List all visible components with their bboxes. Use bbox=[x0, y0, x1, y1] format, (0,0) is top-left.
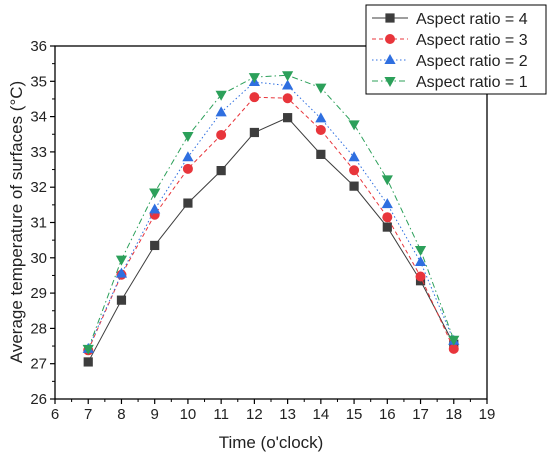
series-4-line bbox=[87, 74, 455, 350]
data-point bbox=[448, 343, 459, 354]
data-point bbox=[282, 71, 294, 82]
x-tick-label: 11 bbox=[213, 406, 229, 423]
data-point bbox=[381, 175, 393, 186]
x-tick-label: 15 bbox=[346, 406, 363, 423]
x-tick-label: 16 bbox=[379, 406, 396, 423]
legend-item-3: Aspect ratio = 2 bbox=[372, 53, 528, 70]
data-point bbox=[316, 149, 326, 159]
x-tick-label: 12 bbox=[246, 406, 263, 423]
y-tick-label: 26 bbox=[30, 391, 47, 408]
data-point bbox=[249, 92, 260, 103]
data-point bbox=[182, 132, 194, 143]
y-tick-label: 28 bbox=[30, 320, 47, 337]
y-tick-label: 36 bbox=[30, 38, 47, 55]
data-point bbox=[349, 181, 359, 191]
y-tick-label: 29 bbox=[30, 285, 47, 302]
y-tick-label: 31 bbox=[30, 215, 47, 232]
x-axis-title: Time (o'clock) bbox=[219, 433, 324, 452]
data-point bbox=[183, 198, 193, 208]
data-point bbox=[116, 295, 127, 305]
data-point bbox=[414, 256, 427, 267]
data-point bbox=[216, 129, 227, 140]
y-tick-label: 30 bbox=[30, 250, 47, 267]
x-tick-label: 7 bbox=[84, 406, 92, 423]
x-tick-label: 14 bbox=[313, 406, 330, 423]
data-point bbox=[381, 198, 393, 209]
legend-label: Aspect ratio = 1 bbox=[416, 74, 528, 91]
plot-area bbox=[82, 71, 460, 367]
y-tick-label: 33 bbox=[30, 144, 47, 161]
data-point bbox=[150, 240, 160, 251]
data-point bbox=[115, 267, 128, 278]
legend-item-2: Aspect ratio = 3 bbox=[372, 32, 528, 49]
x-tick-label: 9 bbox=[151, 406, 159, 423]
plot-frame bbox=[54, 45, 488, 400]
data-point bbox=[282, 79, 294, 90]
data-point bbox=[448, 335, 460, 346]
series-1 bbox=[83, 113, 459, 367]
data-point bbox=[315, 83, 327, 94]
x-tick-label: 8 bbox=[117, 406, 125, 423]
series-4 bbox=[82, 71, 460, 355]
x-tick-label: 17 bbox=[412, 406, 429, 423]
legend-box bbox=[365, 4, 547, 95]
data-point bbox=[249, 127, 259, 138]
data-point bbox=[248, 73, 260, 84]
data-point bbox=[182, 151, 194, 162]
data-point bbox=[414, 246, 427, 257]
legend-label: Aspect ratio = 3 bbox=[416, 32, 528, 49]
data-point bbox=[82, 344, 94, 355]
y-tick-label: 27 bbox=[30, 356, 47, 373]
legend-marker bbox=[384, 77, 396, 87]
data-point bbox=[348, 151, 360, 162]
legend-marker bbox=[384, 54, 396, 64]
data-point bbox=[149, 203, 161, 214]
data-point bbox=[315, 125, 326, 136]
y-axis-title: Average temperature of surfaces (°C) bbox=[7, 81, 26, 363]
data-point bbox=[215, 90, 227, 101]
series-3-line bbox=[87, 81, 455, 350]
x-tick-label: 19 bbox=[479, 406, 496, 423]
x-tick-label: 10 bbox=[180, 406, 197, 423]
series-2-line bbox=[87, 96, 455, 351]
data-point bbox=[348, 120, 360, 131]
axes: 6 7 8 9 10 11 12 13 14 15 16 17 18 19 26 27 28 29 30 31 32 33… bbox=[30, 38, 495, 423]
data-point bbox=[349, 165, 360, 176]
data-point bbox=[215, 106, 227, 117]
series-1-line bbox=[87, 117, 455, 363]
y-tick-label: 35 bbox=[30, 73, 47, 90]
legend-item-4: Aspect ratio = 1 bbox=[372, 74, 528, 91]
data-point bbox=[216, 166, 226, 176]
data-point bbox=[115, 255, 128, 266]
data-point bbox=[149, 188, 161, 199]
legend-marker bbox=[385, 13, 395, 23]
legend-label: Aspect ratio = 2 bbox=[416, 53, 528, 70]
legend-label: Aspect ratio = 4 bbox=[416, 11, 528, 28]
data-point bbox=[182, 163, 193, 174]
data-point bbox=[315, 112, 327, 123]
legend: Aspect ratio = 4 Aspect ratio = 3 Aspect r… bbox=[365, 4, 547, 95]
y-tick-label: 34 bbox=[30, 109, 47, 126]
x-tick-label: 13 bbox=[279, 406, 296, 423]
legend-item-1: Aspect ratio = 4 bbox=[372, 11, 528, 28]
y-tick-label: 32 bbox=[30, 179, 47, 196]
legend-marker bbox=[385, 34, 395, 44]
x-tick-label: 6 bbox=[51, 406, 59, 423]
data-point bbox=[382, 212, 393, 223]
series-3 bbox=[82, 76, 460, 353]
x-tick-label: 18 bbox=[445, 406, 462, 423]
data-point bbox=[382, 222, 392, 232]
data-point bbox=[282, 93, 293, 104]
data-point bbox=[283, 113, 293, 123]
data-point bbox=[83, 357, 93, 367]
data-point bbox=[415, 271, 426, 282]
